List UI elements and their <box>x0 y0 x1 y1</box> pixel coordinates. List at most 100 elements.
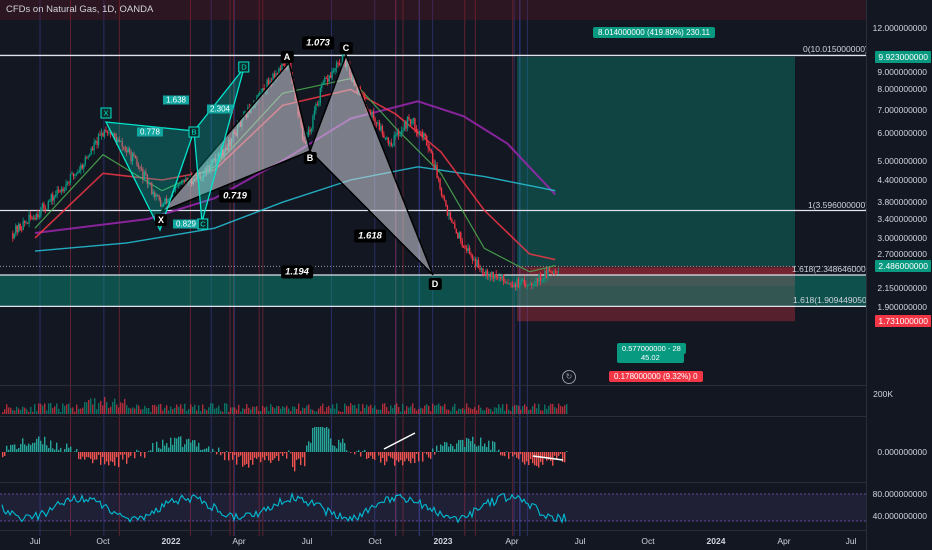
volume-bar <box>518 405 520 414</box>
pane-separator[interactable] <box>0 416 866 417</box>
macd-bar <box>266 452 268 456</box>
volume-bar <box>368 406 370 414</box>
symbol-title[interactable]: CFDs on Natural Gas, 1D, OANDA <box>6 4 154 15</box>
macd-bar <box>542 452 544 465</box>
candle-body <box>115 136 118 143</box>
volume-bar <box>208 407 210 414</box>
pane-separator[interactable] <box>0 385 866 386</box>
macd-bar <box>442 445 444 452</box>
volume-bar <box>358 403 360 414</box>
volume-bar <box>298 403 300 414</box>
harmonic-point-label: A <box>280 50 294 63</box>
macd-bar <box>100 452 102 465</box>
candle-body <box>54 195 57 197</box>
macd-bar <box>90 452 92 459</box>
candle-body <box>486 270 489 277</box>
volume-bar <box>444 403 446 414</box>
macd-bar <box>172 444 174 452</box>
volume-bar <box>44 403 46 414</box>
volume-bar <box>262 405 264 414</box>
time-axis-label: Apr <box>777 536 791 546</box>
candle-body <box>168 198 171 200</box>
volume-bar <box>278 406 280 414</box>
macd-bar <box>392 452 394 459</box>
macd-bar <box>88 452 90 458</box>
candle-body <box>120 141 122 143</box>
macd-bar <box>228 452 230 461</box>
candle-body <box>145 172 147 175</box>
candle-body <box>326 78 329 82</box>
candle-body <box>257 94 259 99</box>
macd-bar <box>368 452 370 459</box>
volume-bar <box>364 407 366 414</box>
candle-body <box>377 122 379 124</box>
macd-bar <box>382 452 384 458</box>
price-axis[interactable]: 12.000000000 9.000000000 8.000000000 7.0000… <box>866 0 932 550</box>
macd-bar <box>318 427 320 452</box>
volume-bar <box>106 402 108 414</box>
volume-bar <box>288 408 290 414</box>
candle-body <box>412 118 415 121</box>
price-chart-svg[interactable] <box>0 0 866 550</box>
volume-bar <box>506 403 508 414</box>
macd-bar <box>104 452 106 465</box>
candle-body <box>28 214 30 224</box>
macd-bar <box>504 452 506 457</box>
candle-body <box>62 188 64 192</box>
macd-bar <box>32 442 34 452</box>
volume-bar <box>216 407 218 414</box>
harmonic-point-label: C <box>339 41 353 54</box>
candle-body <box>446 205 449 216</box>
volume-bar <box>54 406 56 414</box>
volume-bar <box>474 407 476 414</box>
candle-body <box>420 131 422 133</box>
macd-bar <box>340 442 342 452</box>
volume-bar <box>532 406 534 414</box>
macd-bar <box>94 452 96 460</box>
candle-body <box>267 79 270 85</box>
volume-bar <box>542 410 544 414</box>
macd-bar <box>288 450 290 452</box>
candle-body <box>47 201 50 209</box>
candle-body <box>180 182 183 184</box>
candle-body <box>167 198 169 204</box>
macd-bar <box>302 452 304 458</box>
volume-bar <box>252 406 254 414</box>
candle-body <box>406 116 409 129</box>
macd-bar <box>358 450 360 452</box>
macd-bar <box>400 452 402 461</box>
volume-bar <box>390 405 392 414</box>
macd-bar <box>500 452 502 456</box>
candle-body <box>523 279 526 285</box>
macd-bar <box>422 452 424 462</box>
replay-icon[interactable]: ↻ <box>562 370 576 384</box>
volume-bar <box>240 411 242 414</box>
macd-bar <box>252 452 254 465</box>
pane-separator[interactable] <box>0 530 866 531</box>
volume-bar <box>200 411 202 414</box>
candle-body <box>426 135 428 146</box>
macd-bar <box>402 452 404 466</box>
volume-bar <box>58 408 60 414</box>
macd-bar <box>548 452 550 460</box>
candle-body <box>332 70 335 72</box>
volume-bar <box>538 403 540 414</box>
macd-bar <box>450 443 452 452</box>
volume-bar <box>48 403 50 414</box>
plot-area[interactable]: CFDs on Natural Gas, 1D, OANDA ↻ 0(10.01… <box>0 0 866 550</box>
macd-bar <box>222 452 224 454</box>
candle-body <box>142 169 144 180</box>
candle-body <box>554 271 557 273</box>
macd-bar <box>444 441 446 452</box>
macd-bar <box>482 446 484 452</box>
volume-bar <box>146 408 148 414</box>
macd-bar <box>54 449 56 452</box>
candle-body <box>532 284 534 286</box>
volume-bar <box>446 409 448 414</box>
pane-separator[interactable] <box>0 482 866 483</box>
candle-body <box>46 208 48 210</box>
macd-bar <box>244 452 246 466</box>
volume-bar <box>370 404 372 414</box>
macd-bar <box>162 439 164 452</box>
